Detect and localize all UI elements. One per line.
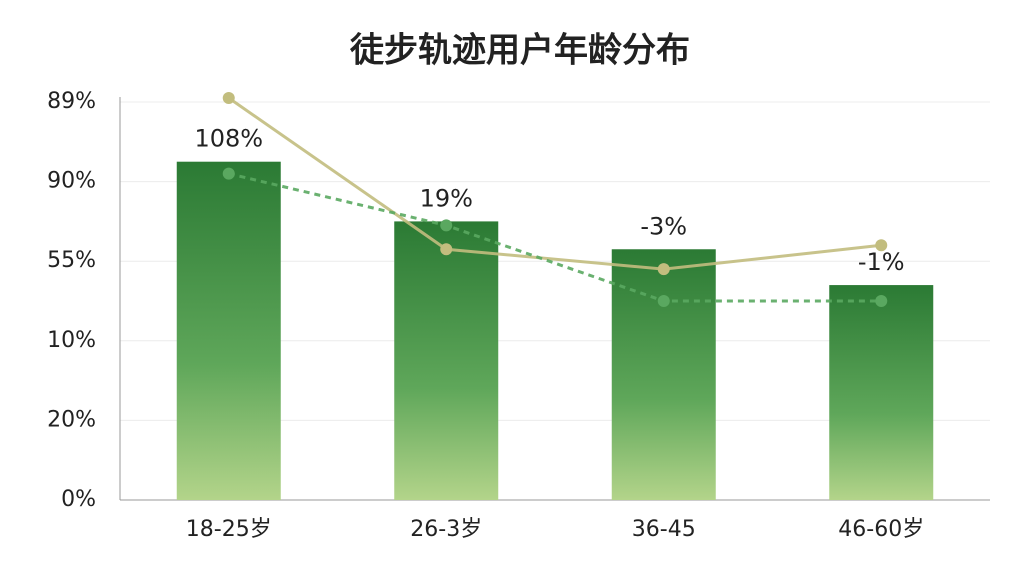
trend-line bbox=[227, 96, 882, 271]
x-tick-label: 26-3岁 bbox=[410, 517, 482, 542]
y-tick-label: 90% bbox=[47, 169, 96, 194]
bar bbox=[394, 221, 499, 500]
trend-point bbox=[440, 219, 453, 232]
trend-point bbox=[875, 295, 888, 307]
bar-label: 19% bbox=[420, 184, 473, 212]
bar bbox=[611, 249, 716, 500]
bar bbox=[829, 285, 934, 500]
bar bbox=[176, 161, 281, 500]
bar-label: -3% bbox=[640, 212, 687, 240]
x-tick-label: 36-45 bbox=[632, 517, 696, 542]
trend-point bbox=[657, 295, 670, 307]
bar-label: -1% bbox=[858, 248, 905, 276]
trend-point bbox=[657, 263, 670, 276]
trend-line bbox=[228, 172, 882, 303]
bar-label: 108% bbox=[194, 125, 263, 153]
trend-point bbox=[440, 243, 453, 256]
x-tick-label: 46-60岁 bbox=[838, 517, 924, 542]
chart-title: 徒步轨迹用户年龄分布 bbox=[349, 31, 690, 71]
y-tick-label: 55% bbox=[47, 248, 96, 273]
y-tick-label: 20% bbox=[47, 407, 96, 432]
x-tick-label: 18-25岁 bbox=[186, 517, 272, 542]
y-tick-label: 89% bbox=[47, 89, 96, 114]
trend-point bbox=[222, 167, 235, 180]
y-tick-label: 0% bbox=[61, 487, 96, 512]
y-tick-label: 10% bbox=[47, 328, 96, 353]
trend-point bbox=[875, 239, 888, 252]
trend-point bbox=[222, 92, 235, 105]
